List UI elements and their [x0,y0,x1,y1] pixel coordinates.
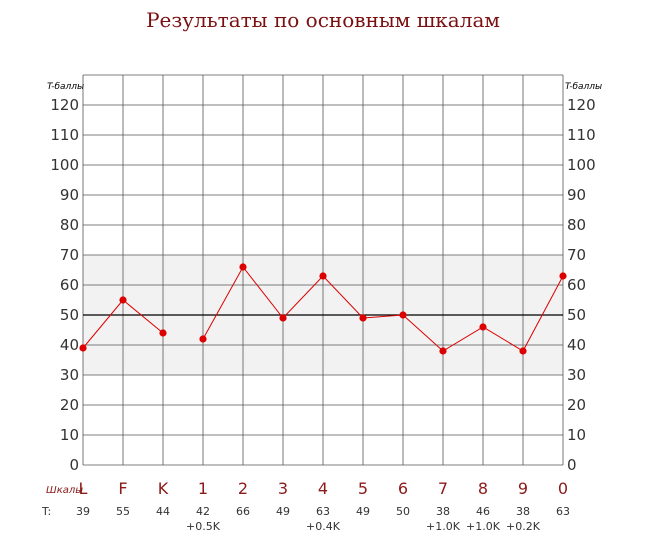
category-label: 4 [318,479,328,498]
y-axis-label-left: T-баллы [47,82,84,92]
y-axis-label-right: T-баллы [565,82,602,92]
data-point [239,263,247,271]
k-correction-label: +0.2K [506,520,541,533]
data-point [279,314,287,322]
data-point [159,329,167,337]
data-point [199,335,207,343]
t-value-label: 44 [156,505,170,518]
t-value-label: 50 [396,505,410,518]
category-label: 6 [398,479,408,498]
k-correction-label: +0.4K [306,520,341,533]
y-tick-label-left: 30 [60,366,79,384]
category-label: 5 [358,479,368,498]
y-tick-label-right: 50 [567,306,586,324]
t-value-label: 49 [276,505,290,518]
category-label: 0 [558,479,568,498]
t-value-label: 42 [196,505,210,518]
data-point [399,311,407,319]
t-value-label: 49 [356,505,370,518]
series-line [202,266,564,352]
y-tick-label-left: 120 [50,96,79,114]
y-tick-label-right: 80 [567,216,586,234]
category-label: 3 [278,479,288,498]
y-tick-label-left: 50 [60,306,79,324]
y-tick-label-left: 40 [60,336,79,354]
data-point [79,344,87,352]
t-row-label: T: [41,505,51,518]
t-value-label: 46 [476,505,490,518]
category-label: 7 [438,479,448,498]
data-point [359,314,367,322]
y-tick-label-right: 70 [567,246,586,264]
data-point [559,272,567,280]
y-tick-label-left: 90 [60,186,79,204]
y-tick-label-right: 0 [567,456,577,474]
category-label: 1 [198,479,208,498]
y-tick-label-left: 60 [60,276,79,294]
y-tick-label-left: 100 [50,156,79,174]
category-label: F [118,479,127,498]
data-point [519,347,527,355]
y-tick-label-left: 70 [60,246,79,264]
y-tick-label-right: 60 [567,276,586,294]
y-tick-label-right: 40 [567,336,586,354]
category-label: 2 [238,479,248,498]
t-value-label: 63 [316,505,330,518]
y-tick-label-right: 110 [567,126,596,144]
k-correction-label: +0.5K [186,520,221,533]
scales-row-label: Шкалы [46,485,83,496]
t-value-label: 63 [556,505,570,518]
category-label: 9 [518,479,528,498]
category-label: L [79,479,88,498]
y-tick-label-left: 20 [60,396,79,414]
y-tick-label-right: 120 [567,96,596,114]
y-tick-label-right: 20 [567,396,586,414]
t-value-label: 55 [116,505,130,518]
t-value-label: 66 [236,505,250,518]
y-tick-label-left: 10 [60,426,79,444]
y-tick-label-left: 0 [69,456,79,474]
k-correction-label: +1.0K [466,520,501,533]
category-label: K [158,479,169,498]
category-label: 8 [478,479,488,498]
y-tick-label-right: 100 [567,156,596,174]
y-tick-label-left: 80 [60,216,79,234]
t-value-label: 39 [76,505,90,518]
t-value-label: 38 [436,505,450,518]
y-tick-label-right: 30 [567,366,586,384]
y-tick-label-right: 10 [567,426,586,444]
data-point [319,272,327,280]
chart-title: Результаты по основным шкалам [146,8,500,32]
t-value-label: 38 [516,505,530,518]
data-point [479,323,487,331]
y-tick-label-left: 110 [50,126,79,144]
k-correction-label: +1.0K [426,520,461,533]
data-point [119,296,127,304]
y-tick-label-right: 90 [567,186,586,204]
data-point [439,347,447,355]
